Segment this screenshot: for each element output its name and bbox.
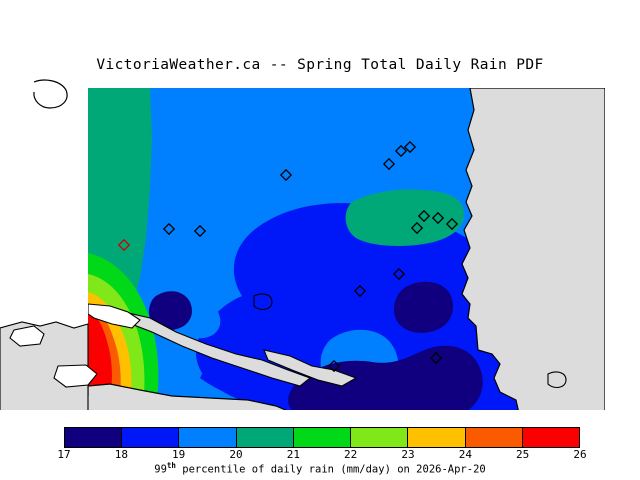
station-marker[interactable] (162, 222, 176, 236)
station-marker[interactable] (431, 211, 445, 225)
colorbar-tick-19: 19 (172, 448, 186, 461)
colorbar-tick-18: 18 (114, 448, 128, 461)
station-marker-layer (117, 140, 459, 373)
colorbar-band-19-20 (179, 428, 237, 447)
island-outline-east (547, 371, 567, 389)
coastline-far-west-island-white (53, 364, 98, 388)
land-southwest-apron (88, 392, 268, 410)
west-of-panel-coastlines (0, 79, 98, 410)
colorbar-tick-22: 22 (344, 448, 358, 461)
region-northeast-dark-pocket (394, 281, 454, 333)
colorbar-tick-20: 20 (229, 448, 243, 461)
station-marker[interactable] (382, 157, 396, 171)
coastline-far-west-bay-white (9, 325, 45, 347)
station-marker[interactable] (445, 217, 459, 231)
colorbar-band-24-25 (465, 428, 523, 447)
colorbar-tick-17: 17 (57, 448, 71, 461)
coastline-central-strait (123, 311, 312, 387)
colorbar-band-17-18 (65, 428, 123, 447)
colorbar-band-25-26 (522, 428, 579, 447)
station-marker[interactable] (117, 238, 131, 252)
colorbar-band-20-21 (236, 428, 294, 447)
colorbar (64, 427, 580, 448)
station-marker[interactable] (410, 221, 424, 235)
station-marker[interactable] (429, 351, 443, 365)
station-marker[interactable] (193, 224, 207, 238)
colorbar-band-23-24 (408, 428, 466, 447)
colorbar-tick-21: 21 (286, 448, 300, 461)
land-northeast-mainland (461, 88, 605, 410)
region-northeast-teal-patch (345, 189, 464, 246)
island-outline-central (253, 293, 273, 311)
colorbar-caption: 99th percentile of daily rain (mm/day) o… (0, 461, 640, 476)
colorbar-tick-labels: 17 18 19 20 21 22 23 24 25 26 (0, 448, 640, 462)
colorbar-band-21-22 (293, 428, 352, 447)
region-west-dark-pocket (148, 291, 192, 331)
mask-top (0, 78, 640, 88)
map-panel (0, 78, 640, 410)
colorbar-tick-24: 24 (458, 448, 472, 461)
caption-prefix: 99 (154, 463, 167, 476)
colorbar-tick-25: 25 (516, 448, 530, 461)
colorbar-band-18-19 (122, 428, 180, 447)
station-marker[interactable] (403, 140, 417, 154)
land-overlay-layer (88, 88, 605, 410)
caption-superscript: th (166, 461, 176, 470)
coastline-topleft-hook (33, 79, 68, 109)
caption-suffix: percentile of daily rain (mm/day) on 202… (175, 463, 486, 476)
station-marker[interactable] (417, 209, 431, 223)
page-title: VictoriaWeather.ca -- Spring Total Daily… (96, 57, 544, 73)
station-marker[interactable] (353, 284, 367, 298)
station-marker[interactable] (279, 168, 293, 182)
colorbar-tick-23: 23 (401, 448, 415, 461)
coastline-peninsula-west (88, 303, 141, 329)
colorbar-band-22-23 (351, 428, 409, 447)
station-marker[interactable] (394, 144, 408, 158)
colorbar-tick-26: 26 (573, 448, 587, 461)
coastline-inlet-northeast (263, 349, 358, 387)
mask-right (605, 78, 640, 410)
station-marker[interactable] (392, 267, 406, 281)
map-canvas (0, 78, 640, 410)
station-marker[interactable] (327, 359, 341, 373)
